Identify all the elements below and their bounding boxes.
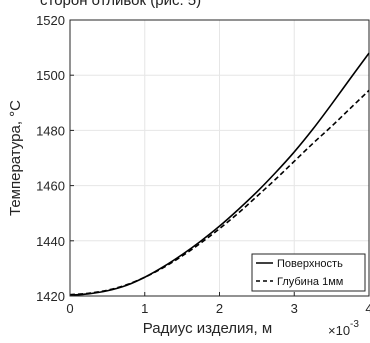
y-tick-label: 1460 [36,179,65,194]
x-multiplier-base: ×10 [328,323,350,338]
tick-layer: 0 1 2 3 4 1420 1440 1460 1480 1500 1520 [36,13,370,316]
y-axis-label: Температура, °C [7,100,24,216]
page-header-text: сторон отливок (рис. 5) [40,0,201,8]
y-tick-label: 1440 [36,234,65,249]
series-layer [69,52,370,296]
x-axis-multiplier: ×10 -3 [328,319,359,338]
y-tick-label: 1420 [36,289,65,304]
x-tick-label: 1 [141,301,148,316]
series-line-depth [69,89,370,296]
y-tick-label: 1480 [36,123,65,138]
x-tick-label: 0 [66,301,73,316]
x-tick-label: 3 [291,301,298,316]
x-axis-label: Радиус изделия, м [143,320,272,337]
x-tick-label: 4 [365,301,370,316]
legend-label-depth: Глубина 1мм [277,276,343,288]
x-multiplier-exponent: -3 [350,319,359,330]
y-tick-label: 1500 [36,68,65,83]
page-header-fragment: сторон отливок (рис. 5) [0,0,370,8]
y-tick-label: 1520 [36,13,65,28]
legend: Поверхность Глубина 1мм [251,253,366,292]
legend-label-surface: Поверхность [277,258,343,270]
x-tick-label: 2 [216,301,223,316]
legend-box [251,253,366,292]
